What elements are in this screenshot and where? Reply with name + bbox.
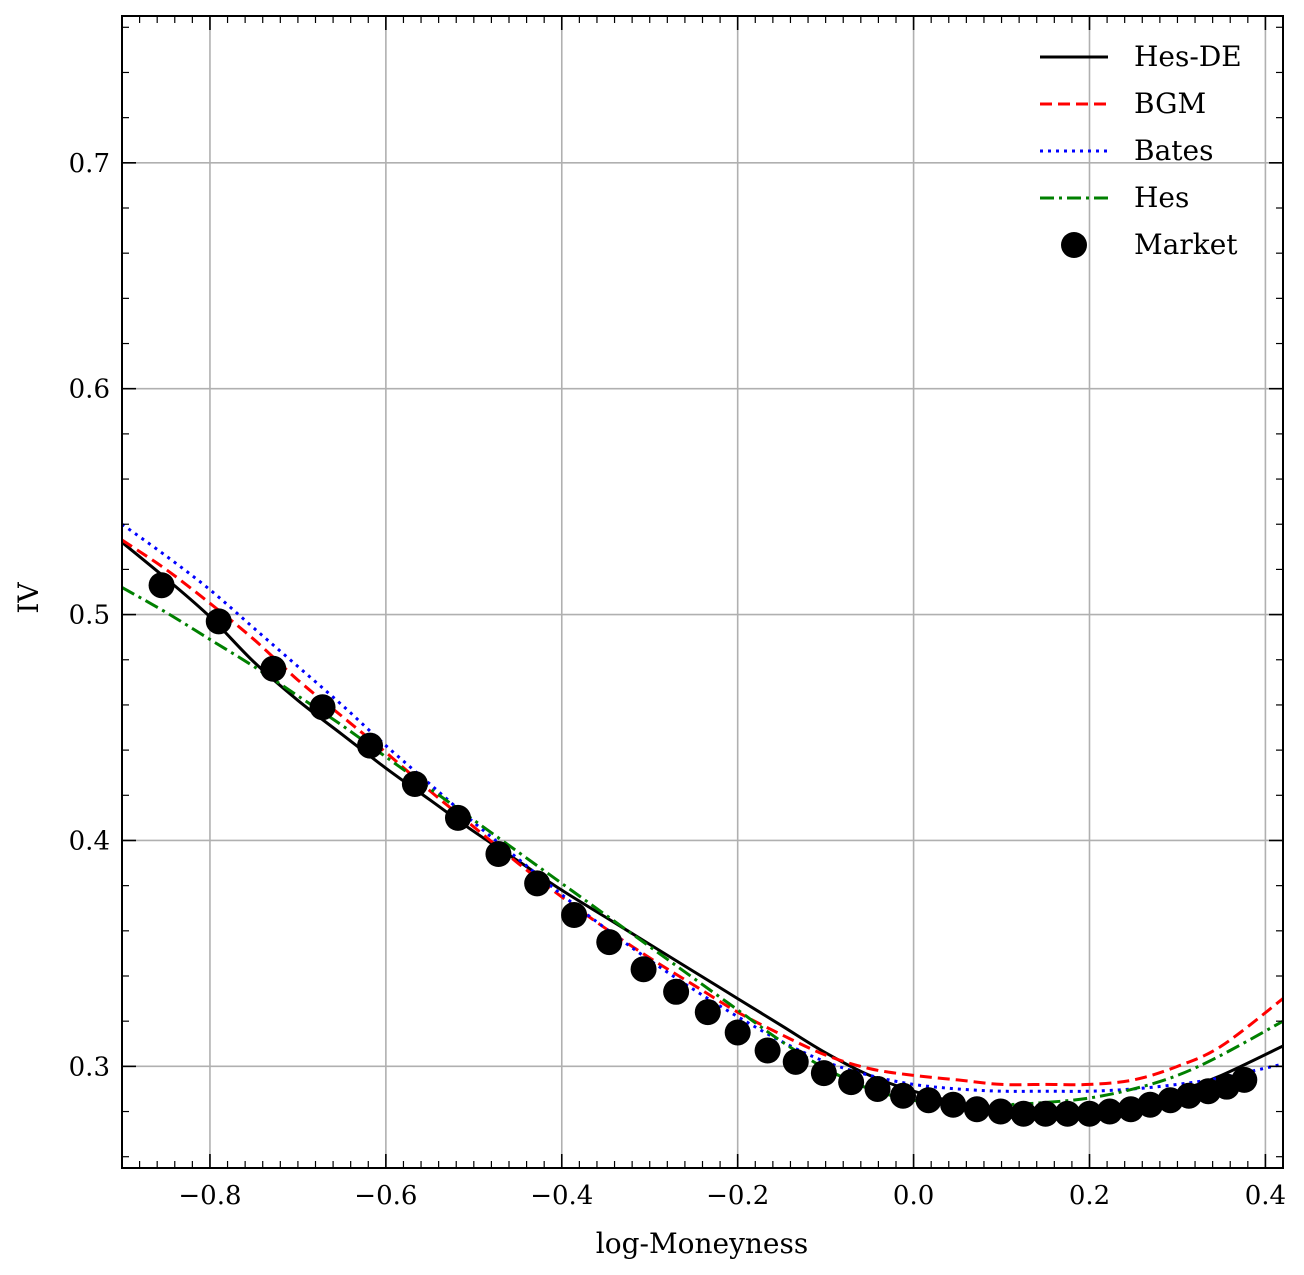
- x-tick-label: −0.2: [706, 1181, 769, 1211]
- market-point: [754, 1037, 781, 1064]
- x-tick-label: −0.8: [178, 1181, 241, 1211]
- market-point: [148, 572, 175, 599]
- legend-marker-market: [1061, 232, 1087, 258]
- market-points: [148, 572, 1258, 1127]
- series-line-hes-de: [122, 541, 1283, 1114]
- market-point: [810, 1060, 837, 1087]
- legend-label-bates: Bates: [1134, 134, 1213, 167]
- legend: Hes-DE BGM Bates Hes Market: [1040, 40, 1242, 261]
- market-point: [1175, 1082, 1202, 1109]
- market-point: [864, 1075, 891, 1102]
- market-point: [890, 1082, 917, 1109]
- market-point: [724, 1019, 751, 1046]
- market-point: [205, 608, 232, 635]
- legend-label-market: Market: [1134, 228, 1238, 261]
- y-tick-label: 0.6: [69, 375, 110, 405]
- market-point: [260, 655, 287, 682]
- market-point: [663, 978, 690, 1005]
- y-tick-labels: 0.3 0.4 0.5 0.6 0.7: [69, 149, 110, 1083]
- market-point: [987, 1098, 1014, 1125]
- market-point: [1076, 1100, 1103, 1127]
- market-point: [1032, 1100, 1059, 1127]
- series-line-bgm: [122, 538, 1283, 1087]
- y-tick-label: 0.4: [69, 826, 110, 856]
- y-tick-label: 0.5: [69, 601, 110, 631]
- market-point: [1137, 1091, 1164, 1118]
- market-point: [1117, 1096, 1144, 1123]
- market-point: [1231, 1066, 1258, 1093]
- x-tick-label: 0.0: [893, 1181, 934, 1211]
- market-point: [1096, 1098, 1123, 1125]
- x-axis-label: log-Moneyness: [596, 1227, 809, 1260]
- axis-ticks: [122, 16, 1284, 1168]
- market-point: [630, 956, 657, 983]
- market-point: [782, 1048, 809, 1075]
- grid-lines: [122, 16, 1283, 1168]
- market-point: [915, 1087, 942, 1114]
- market-point: [694, 999, 721, 1026]
- market-point: [596, 929, 623, 956]
- legend-label-hes: Hes: [1134, 181, 1189, 214]
- series-line-bates: [122, 523, 1283, 1093]
- x-tick-labels: −0.8 −0.6 −0.4 −0.2 0.0 0.2 0.4: [178, 1181, 1286, 1211]
- market-point: [485, 841, 512, 868]
- market-point: [357, 732, 384, 759]
- y-tick-label: 0.3: [69, 1052, 110, 1082]
- x-tick-label: 0.4: [1245, 1181, 1286, 1211]
- market-point: [524, 870, 551, 897]
- legend-label-hes-de: Hes-DE: [1134, 40, 1242, 73]
- market-point: [940, 1091, 967, 1118]
- market-point: [963, 1096, 990, 1123]
- x-tick-label: 0.2: [1069, 1181, 1110, 1211]
- x-tick-label: −0.6: [354, 1181, 417, 1211]
- market-point: [1054, 1100, 1081, 1127]
- market-point: [401, 771, 428, 797]
- market-point: [309, 694, 336, 721]
- y-tick-label: 0.7: [69, 149, 110, 179]
- market-point: [838, 1069, 865, 1096]
- market-point: [444, 804, 471, 831]
- y-axis-label: IV: [12, 582, 45, 614]
- x-tick-label: −0.4: [530, 1181, 593, 1211]
- market-point: [1010, 1100, 1037, 1127]
- market-point: [561, 902, 588, 929]
- legend-label-bgm: BGM: [1134, 87, 1206, 120]
- plot-frame: [121, 15, 1284, 1169]
